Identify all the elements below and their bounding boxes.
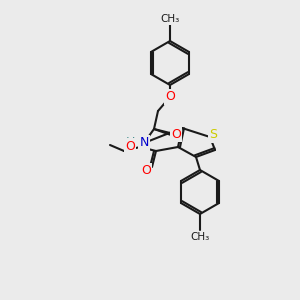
Text: H: H xyxy=(126,136,135,148)
Text: N: N xyxy=(139,136,149,149)
Text: CH₃: CH₃ xyxy=(160,14,180,24)
Text: O: O xyxy=(171,128,181,140)
Text: S: S xyxy=(209,128,217,142)
Text: O: O xyxy=(125,140,135,152)
Text: CH₃: CH₃ xyxy=(190,232,210,242)
Text: O: O xyxy=(165,91,175,103)
Text: O: O xyxy=(141,164,151,178)
